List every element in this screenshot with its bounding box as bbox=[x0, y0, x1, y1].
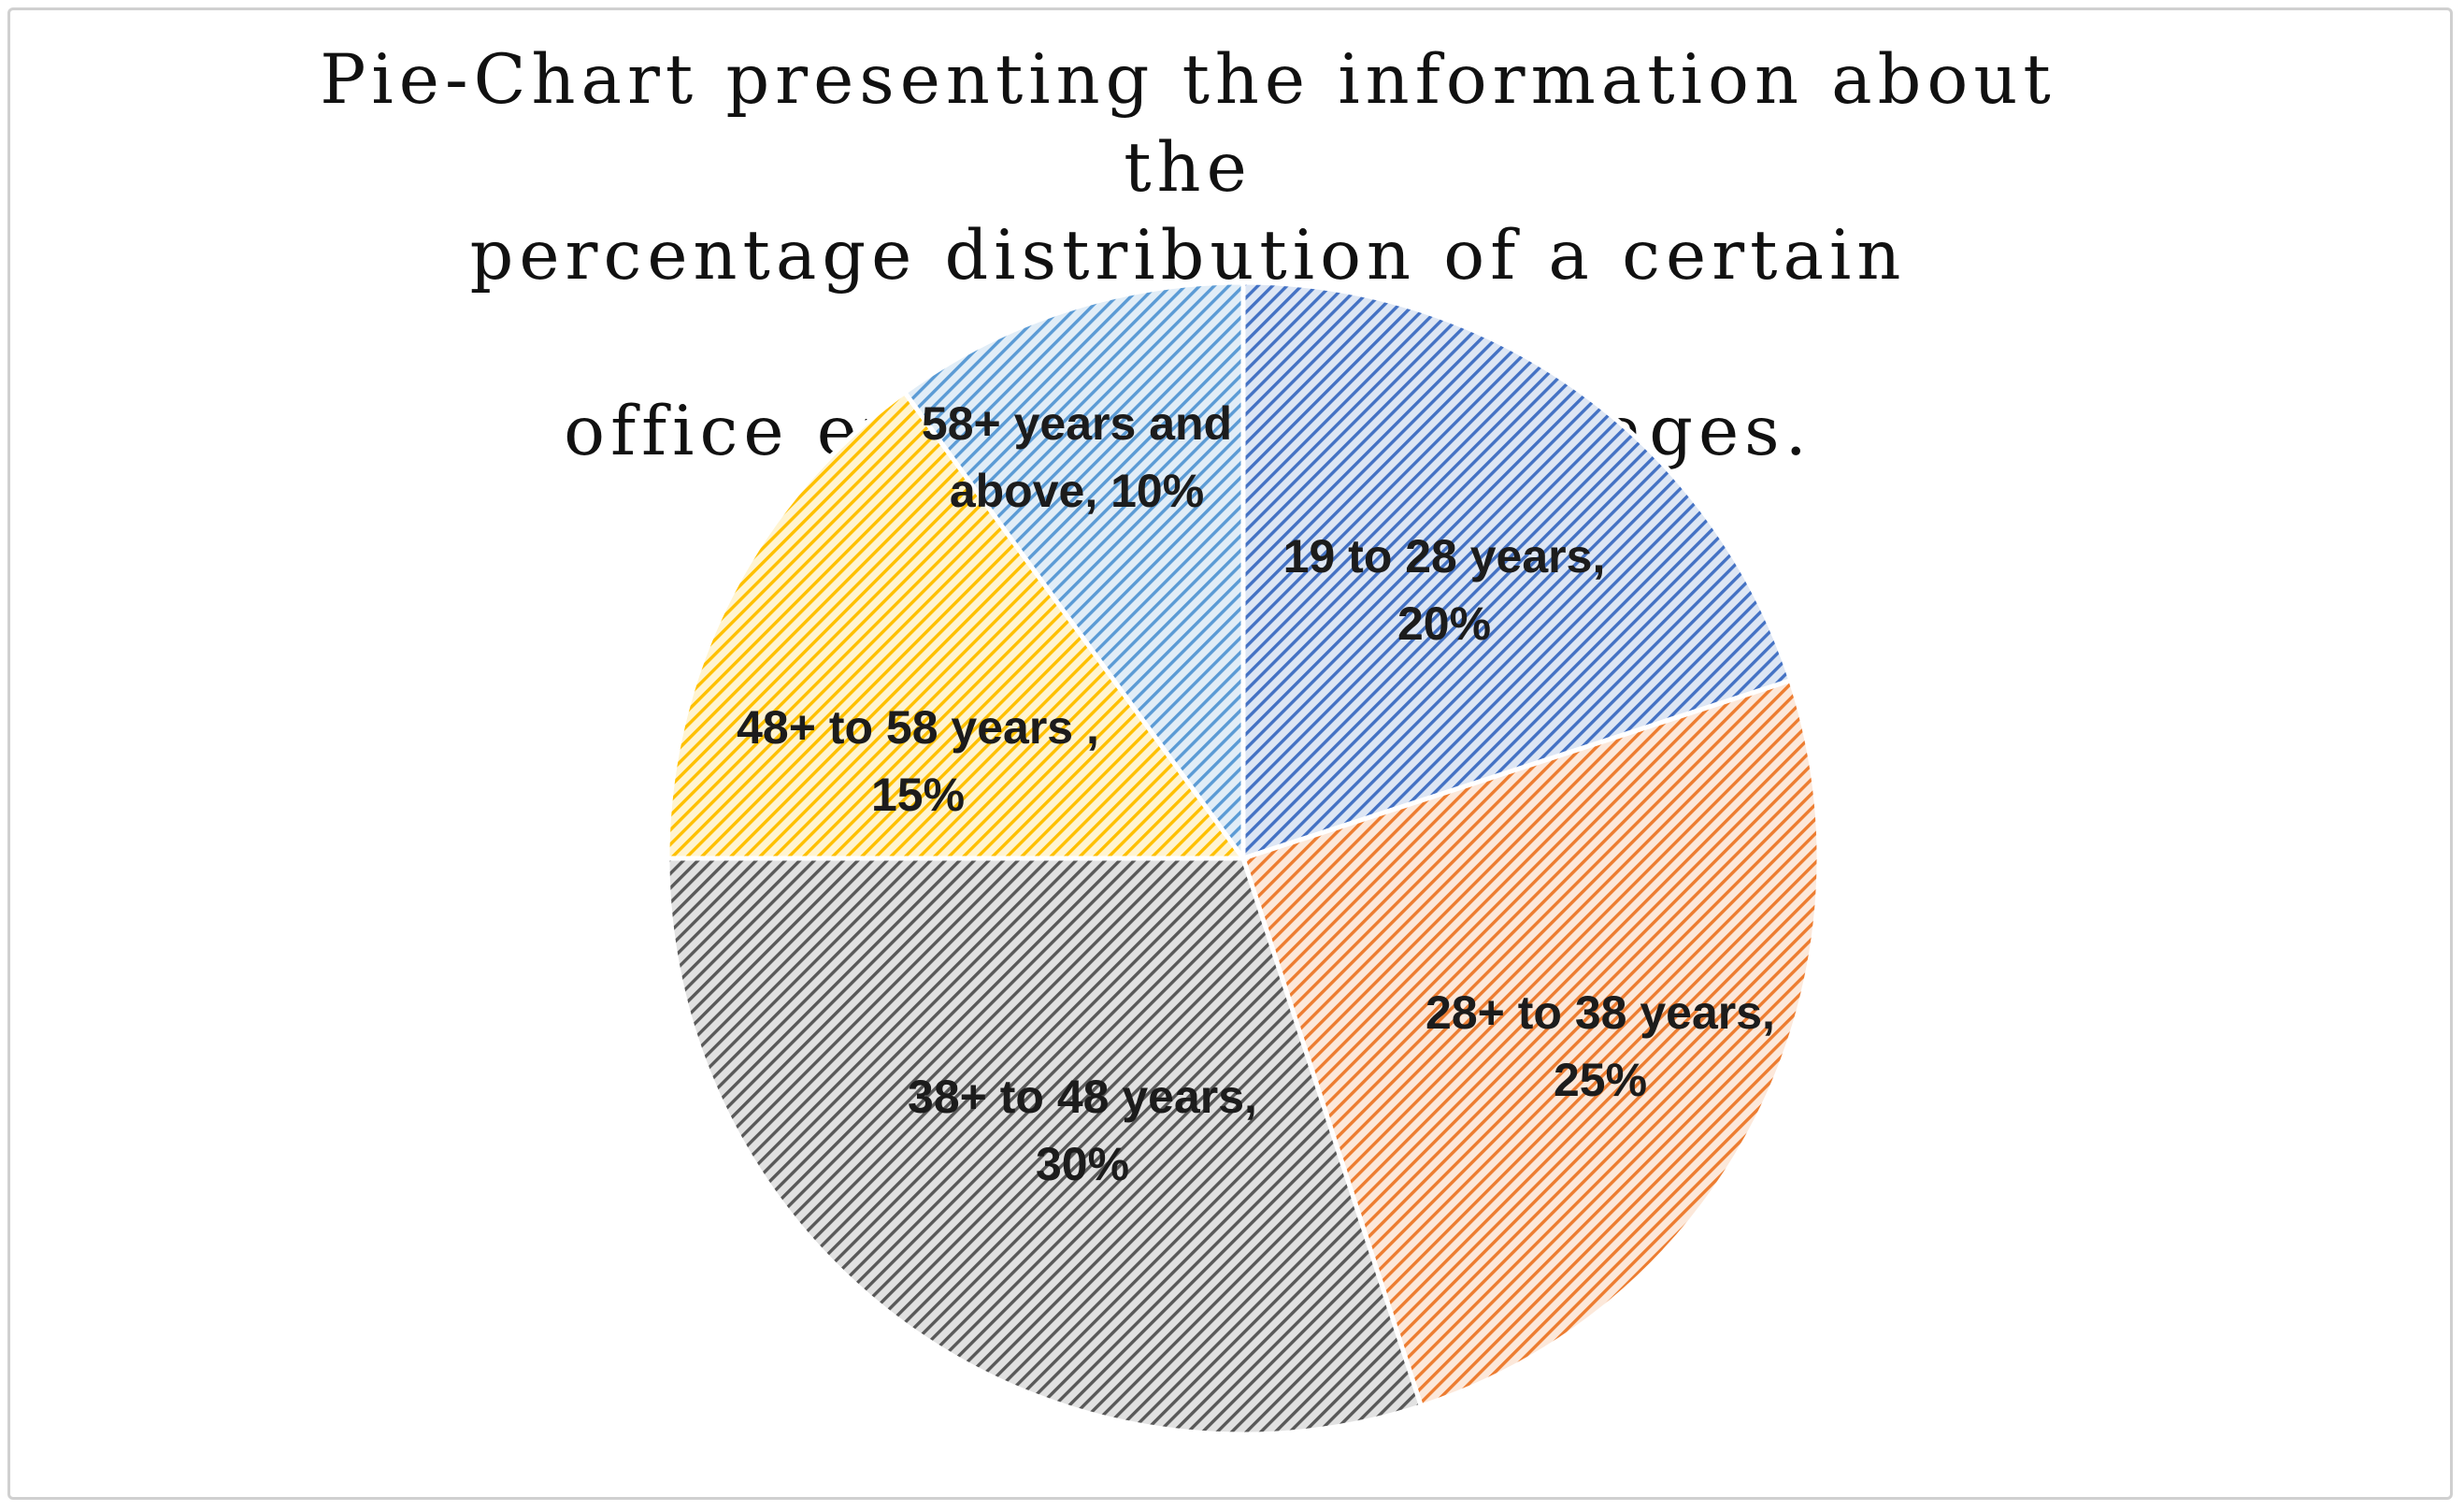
chart-title-line-1: Pie-Chart presenting the information abo… bbox=[320, 40, 2056, 208]
slice-label-5: 58+ years and above, 10% bbox=[922, 397, 1232, 517]
slice-label-3: 38+ to 48 years, 30% bbox=[908, 1071, 1257, 1190]
slice-label-4: 48+ to 58 years , 15% bbox=[737, 701, 1099, 821]
pie-slice-3 bbox=[665, 856, 1425, 1437]
slice-label-2-line-2: 25% bbox=[1554, 1054, 1647, 1106]
pie-slices bbox=[665, 280, 1822, 1437]
slice-label-5-line-1: 58+ years and bbox=[922, 397, 1232, 450]
pie-labels: 19 to 28 years, 20% 28+ to 38 years, 25% 38+… bbox=[737, 397, 1775, 1190]
slice-label-2: 28+ to 38 years, 25% bbox=[1425, 986, 1775, 1106]
slice-label-2-line-1: 28+ to 38 years, bbox=[1425, 986, 1775, 1039]
slice-label-3-line-1: 38+ to 48 years, bbox=[908, 1071, 1257, 1123]
pie-slice-4 bbox=[665, 389, 1248, 861]
slice-label-1-line-2: 20% bbox=[1397, 597, 1491, 650]
slice-label-1: 19 to 28 years, 20% bbox=[1283, 530, 1606, 650]
slice-label-1-line-1: 19 to 28 years, bbox=[1283, 530, 1606, 583]
slice-label-5-line-2: above, 10% bbox=[950, 465, 1204, 517]
slice-label-4-line-2: 15% bbox=[871, 769, 965, 821]
pie-slice-5 bbox=[901, 280, 1246, 866]
pie-slice-2 bbox=[1239, 677, 1822, 1410]
pie-slice-1 bbox=[1240, 280, 1795, 862]
slice-label-4-line-1: 48+ to 58 years , bbox=[737, 701, 1099, 754]
slice-label-3-line-2: 30% bbox=[1036, 1138, 1129, 1190]
